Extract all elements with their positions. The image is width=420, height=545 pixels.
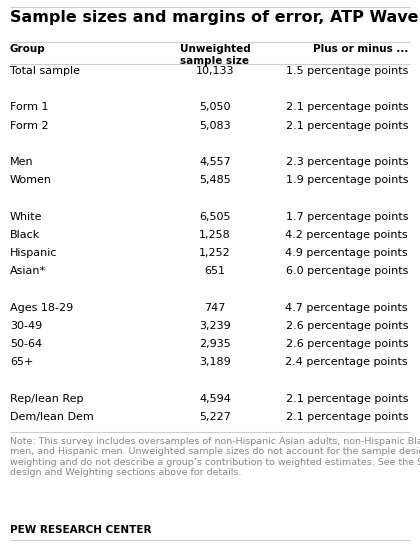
Text: Hispanic: Hispanic (10, 248, 58, 258)
Text: Dem/lean Dem: Dem/lean Dem (10, 412, 94, 422)
Text: 1,252: 1,252 (199, 248, 231, 258)
Text: 4,557: 4,557 (199, 157, 231, 167)
Text: Men: Men (10, 157, 34, 167)
Text: 747: 747 (204, 302, 226, 313)
Text: PEW RESEARCH CENTER: PEW RESEARCH CENTER (10, 525, 152, 535)
Text: 4.9 percentage points: 4.9 percentage points (285, 248, 408, 258)
Text: 5,083: 5,083 (199, 120, 231, 131)
Text: 2.6 percentage points: 2.6 percentage points (286, 321, 408, 331)
Text: Black: Black (10, 230, 40, 240)
Text: Women: Women (10, 175, 52, 185)
Text: 6,505: 6,505 (199, 211, 231, 222)
Text: White: White (10, 211, 42, 222)
Text: 5,485: 5,485 (199, 175, 231, 185)
Text: Form 1: Form 1 (10, 102, 48, 112)
Text: 4,594: 4,594 (199, 393, 231, 404)
Text: Note: This survey includes oversamples of non-Hispanic Asian adults, non-Hispani: Note: This survey includes oversamples o… (10, 437, 420, 477)
Text: Unweighted
sample size: Unweighted sample size (180, 44, 250, 65)
Text: Asian*: Asian* (10, 266, 46, 276)
Text: 3,239: 3,239 (199, 321, 231, 331)
Text: Plus or minus ...: Plus or minus ... (312, 44, 408, 54)
Text: 2.4 percentage points: 2.4 percentage points (285, 357, 408, 367)
Text: Total sample: Total sample (10, 66, 80, 76)
Text: 1.5 percentage points: 1.5 percentage points (286, 66, 408, 76)
Text: 1,258: 1,258 (199, 230, 231, 240)
Text: 2.1 percentage points: 2.1 percentage points (286, 120, 408, 131)
Text: Ages 18-29: Ages 18-29 (10, 302, 73, 313)
Text: 4.2 percentage points: 4.2 percentage points (285, 230, 408, 240)
Text: 65+: 65+ (10, 357, 33, 367)
Text: 2,935: 2,935 (199, 339, 231, 349)
Text: 651: 651 (205, 266, 226, 276)
Text: 6.0 percentage points: 6.0 percentage points (286, 266, 408, 276)
Text: Sample sizes and margins of error, ATP Wave 142: Sample sizes and margins of error, ATP W… (10, 10, 420, 25)
Text: 3,189: 3,189 (199, 357, 231, 367)
Text: 5,050: 5,050 (199, 102, 231, 112)
Text: 1.7 percentage points: 1.7 percentage points (286, 211, 408, 222)
Text: 30-49: 30-49 (10, 321, 42, 331)
Text: 10,133: 10,133 (196, 66, 234, 76)
Text: 1.9 percentage points: 1.9 percentage points (286, 175, 408, 185)
Text: 2.3 percentage points: 2.3 percentage points (286, 157, 408, 167)
Text: 50-64: 50-64 (10, 339, 42, 349)
Text: 2.1 percentage points: 2.1 percentage points (286, 102, 408, 112)
Text: Form 2: Form 2 (10, 120, 49, 131)
Text: Rep/lean Rep: Rep/lean Rep (10, 393, 84, 404)
Text: 4.7 percentage points: 4.7 percentage points (285, 302, 408, 313)
Text: 5,227: 5,227 (199, 412, 231, 422)
Text: 2.6 percentage points: 2.6 percentage points (286, 339, 408, 349)
Text: Group: Group (10, 44, 46, 54)
Text: 2.1 percentage points: 2.1 percentage points (286, 412, 408, 422)
Text: 2.1 percentage points: 2.1 percentage points (286, 393, 408, 404)
